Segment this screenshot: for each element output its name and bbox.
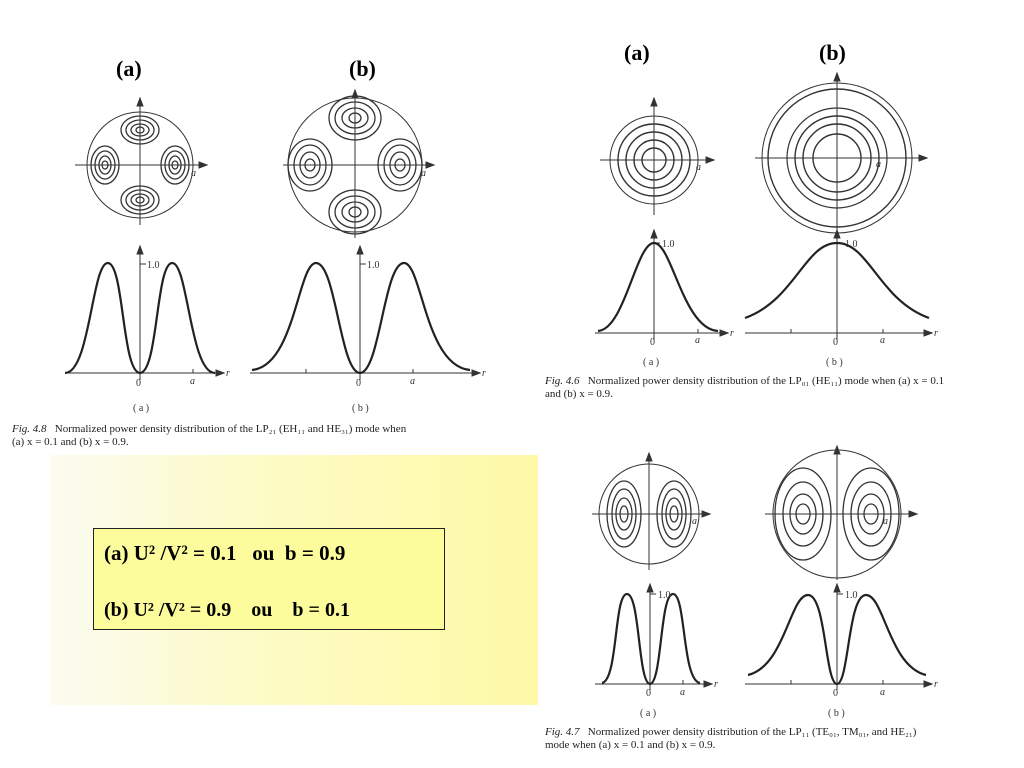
fig47b-peak-label: 1.0 [845, 590, 858, 601]
equation-a-conj: ou [252, 541, 275, 565]
fig47-caption-line1: Normalized power density distribution of… [587, 726, 917, 738]
fig48a-profile [64, 244, 226, 380]
fig46-caption-line1: Normalized power density distribution of… [587, 375, 945, 387]
fig47a-profile [595, 582, 714, 690]
fig48b-zero: 0 [356, 378, 361, 389]
fig48-caption-num: Fig. 4.8 [12, 423, 47, 435]
fig46a-axis-a-top: a [696, 162, 701, 173]
fig47-caption-line2: mode when (a) x = 0.1 and (b) x = 0.9. [545, 739, 716, 751]
equation-box: (a) U² /V² = 0.1 ou b = 0.9 (b) U² /V² =… [93, 528, 445, 630]
fig47a-zero: 0 [646, 688, 651, 699]
fig47-sub-b: ( b ) [828, 708, 845, 719]
fig47a-axis-a: a [680, 687, 685, 698]
fig46-caption-line2: and (b) x = 0.9. [545, 388, 613, 400]
fig48b-axis-r: r [482, 368, 486, 379]
equation-b-conj: ou [251, 599, 273, 621]
equation-b-lhs: U² /V² = 0.9 [133, 599, 232, 621]
fig46b-axis-a: a [880, 335, 885, 346]
fig46a-zero: 0 [650, 337, 655, 348]
fig46b-axis-r: r [934, 328, 938, 339]
fig48-label-a: (a) [116, 56, 142, 81]
fig46-graphics: a a a r a r 1.0 1.0 0 0 [595, 71, 938, 348]
fig48-sub-a: ( a ) [133, 403, 150, 414]
fig48b-axis-a-top: a [421, 168, 426, 179]
fig47a-axis-r: r [714, 679, 718, 690]
fig46b-zero: 0 [833, 337, 838, 348]
equation-line-a: (a) U² /V² = 0.1 ou b = 0.9 [104, 541, 345, 566]
fig47b-axis-r: r [934, 679, 938, 690]
fig46b-axis-a-top: a [876, 159, 881, 170]
fig48a-contour [75, 96, 209, 225]
fig47a-peak-label: 1.0 [658, 590, 671, 601]
fig46-label-b: (b) [819, 40, 846, 65]
fig46b-contour [755, 71, 929, 240]
fig47b-contour [765, 444, 919, 580]
fig48b-axis-a: a [410, 376, 415, 387]
fig46-caption-num: Fig. 4.6 [545, 375, 580, 387]
fig46a-axis-a: a [695, 335, 700, 346]
equation-a-lhs: U² /V² = 0.1 [133, 541, 237, 565]
fig46b-profile [744, 228, 934, 340]
fig46a-profile [595, 228, 730, 340]
fig48-caption: Fig. 4.8 Normalized power density distri… [12, 423, 538, 449]
equation-b-rhs: b = 0.1 [292, 599, 350, 621]
fig47-caption: Fig. 4.7 Normalized power density distri… [545, 726, 995, 752]
fig48-sub-b: ( b ) [352, 403, 369, 414]
fig48a-axis-a: a [190, 376, 195, 387]
fig48-caption-line1: Normalized power density distribution of… [54, 423, 407, 435]
fig47b-axis-a-top: a [883, 516, 888, 527]
fig46-sub-a: ( a ) [643, 357, 660, 368]
fig48a-peak-label: 1.0 [147, 260, 160, 271]
fig48-label-b: (b) [349, 56, 376, 81]
fig48b-contour [283, 88, 436, 238]
fig46b-peak-label: 1.0 [845, 239, 858, 250]
fig46-sub-b: ( b ) [826, 357, 843, 368]
fig46a-axis-r: r [730, 328, 734, 339]
equation-a-rhs: b = 0.9 [284, 541, 346, 565]
fig47b-axis-a: a [880, 687, 885, 698]
fig47a-contour [592, 451, 712, 570]
fig48a-axis-a-top: a [191, 168, 196, 179]
fig46a-peak-label: 1.0 [662, 239, 675, 250]
fig47-sub-a: ( a ) [640, 708, 657, 719]
equation-b-tag: (b) [104, 599, 129, 621]
fig47b-profile [745, 582, 934, 690]
fig47-graphics: a a a r a r 1.0 1.0 0 0 [592, 444, 938, 699]
fig47-caption-num: Fig. 4.7 [545, 726, 580, 738]
fig46a-contour [600, 96, 716, 215]
fig48a-zero: 0 [136, 378, 141, 389]
fig48-caption-line2: (a) x = 0.1 and (b) x = 0.9. [12, 436, 129, 448]
fig48b-profile [250, 244, 482, 380]
fig48a-axis-r: r [226, 368, 230, 379]
fig46-label-a: (a) [624, 40, 650, 65]
equation-line-b: (b) U² /V² = 0.9 ou b = 0.1 [104, 599, 350, 622]
equation-a-tag: (a) [104, 541, 129, 565]
fig47a-axis-a-top: a [692, 516, 697, 527]
fig47b-zero: 0 [833, 688, 838, 699]
fig48b-peak-label: 1.0 [367, 260, 380, 271]
fig46-caption: Fig. 4.6 Normalized power density distri… [545, 375, 990, 401]
fig48-graphics: a a a r a r 1.0 1.0 0 0 [64, 88, 486, 389]
